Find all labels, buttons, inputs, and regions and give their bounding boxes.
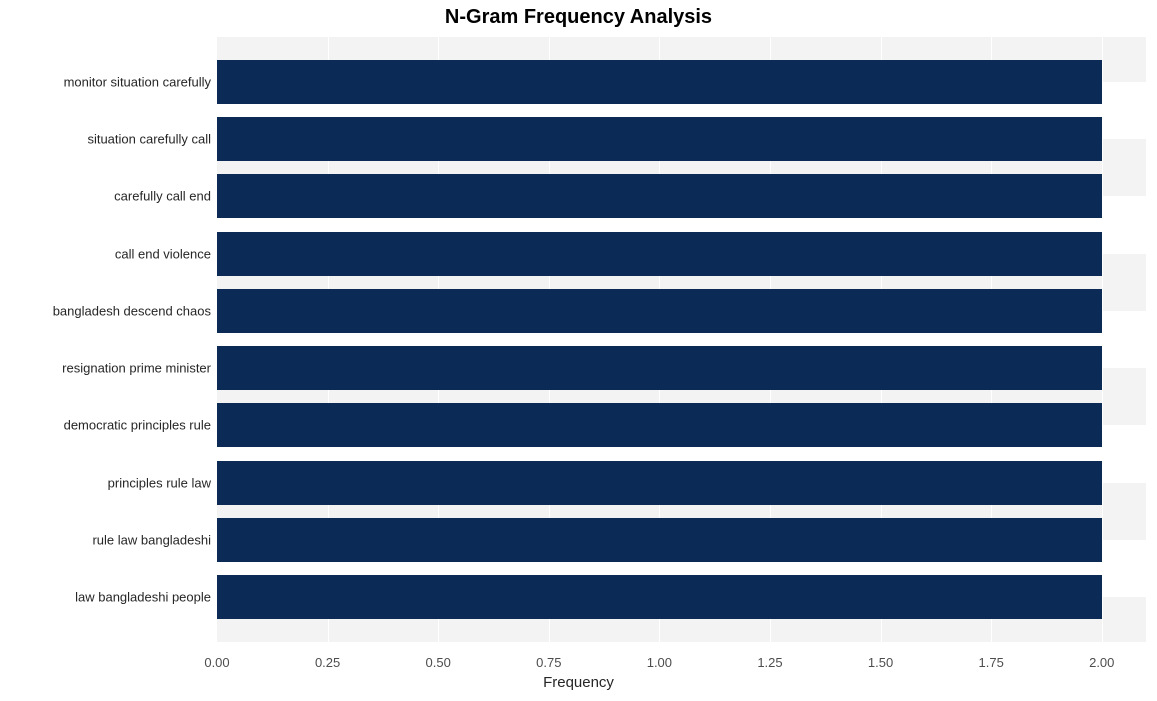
grid-vline [1102, 37, 1103, 642]
chart-container: N-Gram Frequency Analysis monitor situat… [0, 0, 1157, 701]
y-tick-label: resignation prime minister [62, 361, 211, 376]
y-tick-label: carefully call end [114, 189, 211, 204]
x-tick-label: 0.75 [536, 655, 561, 670]
y-tick-label: monitor situation carefully [64, 74, 211, 89]
y-tick-label: bangladesh descend chaos [53, 303, 211, 318]
y-tick-label: rule law bangladeshi [92, 533, 211, 548]
x-tick-label: 2.00 [1089, 655, 1114, 670]
bar [217, 461, 1102, 505]
x-axis-label: Frequency [0, 674, 1157, 691]
bar [217, 232, 1102, 276]
bar [217, 117, 1102, 161]
x-tick-label: 1.25 [757, 655, 782, 670]
x-tick-label: 1.00 [647, 655, 672, 670]
x-tick-label: 0.00 [204, 655, 229, 670]
x-tick-label: 0.50 [426, 655, 451, 670]
x-tick-label: 1.50 [868, 655, 893, 670]
x-tick-label: 0.25 [315, 655, 340, 670]
chart-title: N-Gram Frequency Analysis [0, 6, 1157, 29]
y-tick-label: situation carefully call [87, 131, 211, 146]
x-tick-label: 1.75 [979, 655, 1004, 670]
bar [217, 518, 1102, 562]
bar [217, 174, 1102, 218]
bar [217, 346, 1102, 390]
y-tick-label: democratic principles rule [64, 418, 211, 433]
plot-area [217, 37, 1146, 642]
y-tick-label: call end violence [115, 246, 211, 261]
bar [217, 60, 1102, 104]
y-tick-label: principles rule law [108, 475, 211, 490]
bar [217, 289, 1102, 333]
bar [217, 403, 1102, 447]
bar [217, 575, 1102, 619]
y-tick-label: law bangladeshi people [75, 590, 211, 605]
